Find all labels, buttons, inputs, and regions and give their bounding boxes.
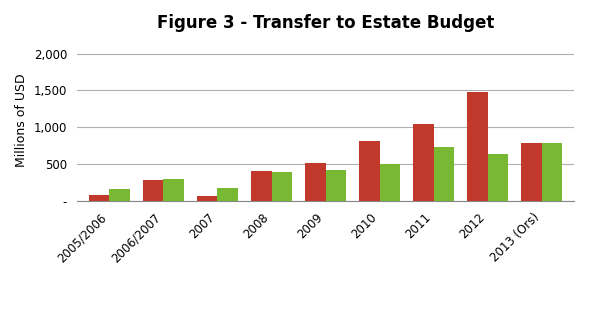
Bar: [542, 143, 562, 201]
Title: Figure 3 - Transfer to Estate Budget: Figure 3 - Transfer to Estate Budget: [157, 14, 494, 32]
Bar: [197, 196, 217, 201]
Bar: [217, 188, 238, 201]
Bar: [89, 195, 110, 201]
Bar: [110, 190, 130, 201]
Bar: [467, 92, 488, 201]
Bar: [143, 180, 163, 201]
Bar: [163, 179, 184, 201]
Bar: [251, 171, 272, 201]
Bar: [413, 124, 434, 201]
Bar: [305, 163, 326, 201]
Bar: [359, 141, 379, 201]
Y-axis label: Millions of USD: Millions of USD: [15, 73, 28, 167]
Bar: [522, 143, 542, 201]
Bar: [326, 170, 346, 201]
Bar: [434, 147, 454, 201]
Bar: [379, 164, 400, 201]
Bar: [272, 172, 292, 201]
Bar: [488, 154, 509, 201]
